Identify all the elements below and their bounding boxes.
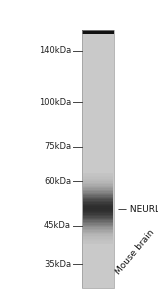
Text: 45kDa: 45kDa xyxy=(44,221,71,230)
Text: 100kDa: 100kDa xyxy=(39,98,71,107)
Text: 35kDa: 35kDa xyxy=(44,260,71,269)
Text: — NEURL1B: — NEURL1B xyxy=(118,205,158,214)
Text: 60kDa: 60kDa xyxy=(44,177,71,186)
Text: Mouse brain: Mouse brain xyxy=(113,228,156,276)
Text: 75kDa: 75kDa xyxy=(44,142,71,151)
Text: 140kDa: 140kDa xyxy=(39,46,71,55)
